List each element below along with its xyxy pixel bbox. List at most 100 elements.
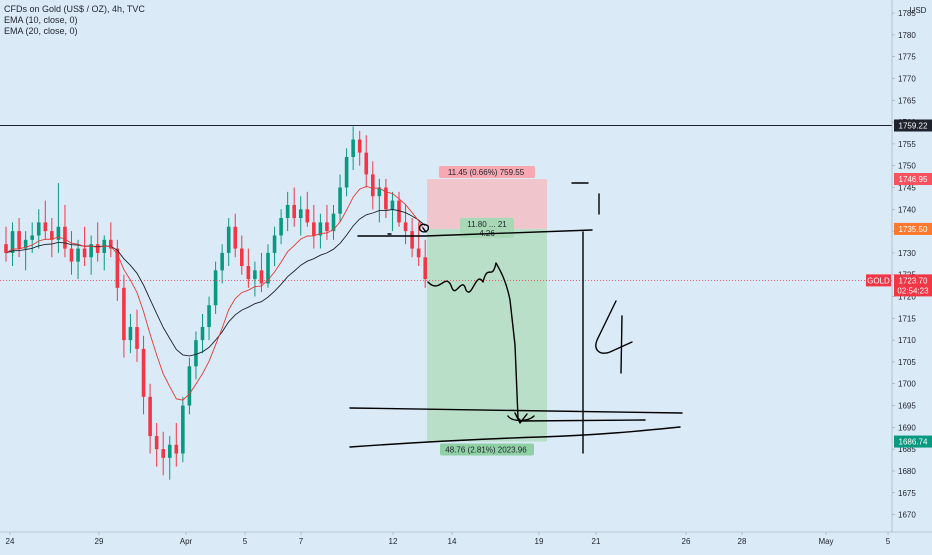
candle <box>292 187 296 227</box>
x-tick-label: 19 <box>535 537 544 546</box>
candle <box>23 231 28 271</box>
target-price-tag[interactable]: 1686.74 <box>894 435 932 448</box>
ema20-legend[interactable]: EMA (20, close, 0) <box>4 26 78 36</box>
symbol-tag-text: GOLD <box>867 276 890 285</box>
line-price-tag-text: 1759.22 <box>899 121 928 130</box>
candle-body <box>23 239 28 249</box>
candle-body <box>285 204 290 219</box>
stop-label-text: 11.45 (0.66%) 759.55 <box>448 168 525 177</box>
candle-body <box>154 436 159 450</box>
target-label-text: 48.76 (2.81%) 2023.96 <box>445 446 527 455</box>
candle-body <box>318 222 323 236</box>
candle <box>279 209 283 245</box>
x-tick-label: 21 <box>592 537 601 546</box>
candle <box>312 204 316 249</box>
candle-body <box>10 231 15 253</box>
line-price-tag[interactable]: 1759.22 <box>894 119 932 132</box>
y-tick-label: 1740 <box>898 205 916 214</box>
candle-body <box>384 187 388 210</box>
candle <box>36 209 41 249</box>
candle-body <box>122 287 126 341</box>
x-tick-label: Apr <box>180 537 193 546</box>
candle <box>410 218 414 258</box>
candle-body <box>416 248 421 258</box>
drawing-scribble[interactable] <box>427 262 521 421</box>
candle <box>423 239 427 288</box>
entry-price-tag[interactable]: 1735.50 <box>894 222 932 235</box>
ema10-legend[interactable]: EMA (10, close, 0) <box>4 15 78 25</box>
candle-body <box>148 396 152 437</box>
candle <box>246 248 251 288</box>
drawing-four[interactable] <box>595 300 633 374</box>
candle-body <box>63 226 67 249</box>
candle <box>226 218 231 266</box>
countdown-text: 02:54:23 <box>897 286 929 295</box>
symbol-tag-box <box>866 274 891 287</box>
candle-body <box>298 209 303 219</box>
candle-body <box>128 327 133 341</box>
target-label-box <box>440 443 534 456</box>
candle-body <box>161 449 165 458</box>
candle-body <box>292 204 296 219</box>
candle-body <box>30 235 34 240</box>
candle-body <box>377 187 382 197</box>
x-tick-label: May <box>818 537 833 546</box>
x-tick-label: 5 <box>243 537 248 546</box>
candle <box>181 396 185 463</box>
candle <box>377 178 382 223</box>
candle <box>56 183 61 253</box>
x-tick-label: 7 <box>299 537 304 546</box>
candle-body <box>76 248 80 262</box>
candle-body <box>141 348 146 397</box>
candle <box>141 335 146 415</box>
symbol-title[interactable]: CFDs on Gold (US$ / OZ), 4h, TVC <box>4 4 145 14</box>
candle <box>390 191 395 232</box>
candle <box>272 226 277 266</box>
y-tick-label: 1780 <box>898 31 916 40</box>
candle <box>298 196 303 236</box>
ema10-line <box>5 186 426 401</box>
drawing-cursor[interactable] <box>422 227 427 233</box>
y-tick-label: 1755 <box>898 140 916 149</box>
candle-body <box>174 444 179 454</box>
candle-body <box>272 235 277 253</box>
x-tick-label: 26 <box>682 537 691 546</box>
candle-body <box>167 444 172 458</box>
candle-body <box>279 218 283 236</box>
y-tick-label: 1775 <box>898 53 916 62</box>
drawing-circle[interactable] <box>418 223 430 233</box>
candle-body <box>207 305 211 328</box>
drawing-target-line-2[interactable] <box>349 426 681 448</box>
drawing-target-line-1[interactable] <box>349 407 683 414</box>
x-tick-label: 12 <box>389 537 398 546</box>
stop-label[interactable]: 11.45 (0.66%) 759.55 <box>439 166 535 179</box>
y-tick-label: 1715 <box>898 314 916 323</box>
entry-price-tag-text: 1735.50 <box>899 225 928 234</box>
target-label[interactable]: 48.76 (2.81%) 2023.96 <box>440 443 534 456</box>
drawing-ticks[interactable] <box>387 182 600 235</box>
candle-body <box>266 252 270 284</box>
candle-body <box>397 200 401 223</box>
stop-price-tag-box <box>894 173 932 186</box>
candle-body <box>135 327 139 349</box>
stop-label-box <box>439 166 535 179</box>
candle <box>76 239 80 280</box>
candle <box>364 135 369 188</box>
candle <box>89 235 93 275</box>
drawing-target-line-3[interactable] <box>519 419 646 422</box>
entry-label-text: 11.80 ... 21 <box>467 220 507 229</box>
candle <box>331 204 336 240</box>
candle <box>174 422 179 467</box>
candle <box>397 191 401 227</box>
drawing-entry-line[interactable] <box>357 229 593 237</box>
candle <box>384 178 388 219</box>
stop-price-tag[interactable]: 1746.95 <box>894 173 932 186</box>
candle-body <box>220 252 224 271</box>
take-profit-zone[interactable] <box>427 228 547 442</box>
candle <box>109 222 113 258</box>
candle <box>95 222 100 262</box>
candle <box>213 261 218 314</box>
